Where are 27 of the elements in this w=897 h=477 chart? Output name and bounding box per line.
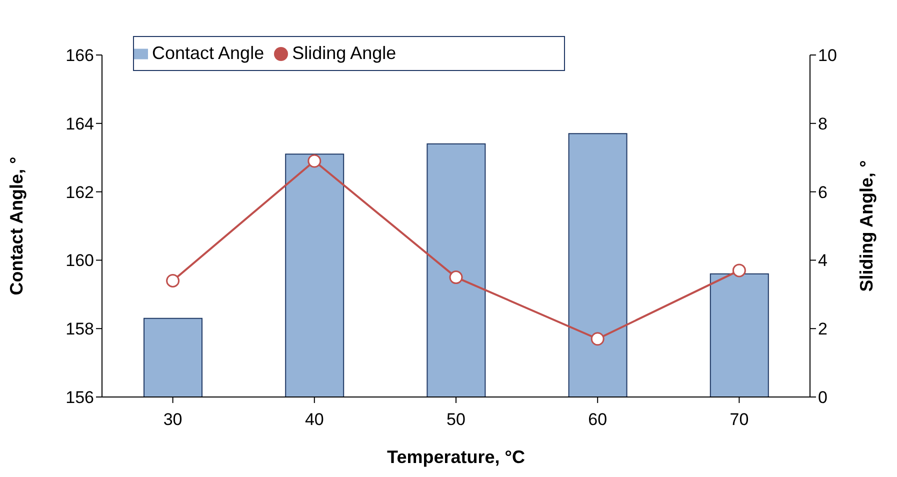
point [732, 264, 746, 278]
x-tick-label: 40 [304, 410, 324, 430]
y-tick-label: 164 [66, 114, 94, 134]
y2-tick-label: 0 [818, 388, 828, 408]
y2-tick-label: 10 [818, 46, 837, 66]
y2-axis-title: Sliding Angle, ° [856, 160, 876, 292]
y-axis-title: Contact Angle, ° [6, 156, 26, 296]
y-tick-label: 162 [66, 182, 94, 202]
x-tick-label: 30 [163, 410, 182, 430]
point [449, 270, 463, 284]
y-tick-label: 156 [66, 388, 94, 408]
x-axis-title: Temperature, °C [387, 447, 525, 467]
point [308, 154, 322, 168]
y-tick-label: 166 [66, 46, 94, 66]
x-tick-label: 60 [588, 410, 608, 430]
y2-tick-label: 8 [818, 114, 828, 134]
y-tick-label: 160 [66, 251, 94, 270]
point [166, 274, 180, 288]
point [590, 332, 604, 346]
y2-tick-label: 4 [818, 251, 828, 270]
legend-label: Sliding Angle [292, 43, 396, 63]
legend-label: Contact Angle [152, 43, 264, 63]
y2-tick-label: 2 [818, 320, 828, 339]
x-tick-label: 50 [446, 410, 466, 430]
y2-tick-label: 6 [818, 182, 828, 202]
y-tick-label: 158 [66, 320, 94, 339]
x-tick-label: 70 [730, 410, 749, 430]
